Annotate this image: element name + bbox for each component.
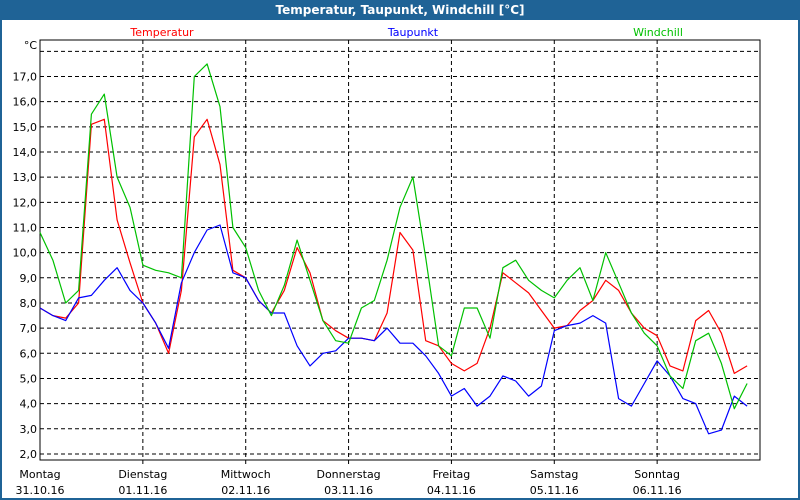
y-tick-label: 11,0 xyxy=(13,221,38,234)
y-tick-label: 5,0 xyxy=(20,372,38,385)
y-tick-label: 10,0 xyxy=(13,247,38,260)
y-tick-label: 12,0 xyxy=(13,196,38,209)
y-axis-unit: °C xyxy=(24,39,38,52)
x-date-label: 05.11.16 xyxy=(530,484,579,497)
chart-panel xyxy=(2,20,798,498)
x-day-label: Dienstag xyxy=(118,468,167,481)
x-date-label: 01.11.16 xyxy=(118,484,167,497)
y-tick-label: 13,0 xyxy=(13,171,38,184)
y-tick-label: 14,0 xyxy=(13,146,38,159)
x-date-label: 04.11.16 xyxy=(427,484,476,497)
y-tick-label: 9,0 xyxy=(20,272,38,285)
y-tick-label: 3,0 xyxy=(20,423,38,436)
legend-temperatur: Temperatur xyxy=(129,26,194,39)
y-tick-label: 6,0 xyxy=(20,347,38,360)
window-title: Temperatur, Taupunkt, Windchill [°C] xyxy=(275,3,525,17)
x-date-label: 31.10.16 xyxy=(16,484,65,497)
y-tick-label: 16,0 xyxy=(13,96,38,109)
series-line-windchill xyxy=(39,63,748,410)
x-day-label: Donnerstag xyxy=(316,468,380,481)
x-date-label: 06.11.16 xyxy=(633,484,682,497)
x-date-label: 03.11.16 xyxy=(324,484,373,497)
y-tick-label: 17,0 xyxy=(13,70,38,83)
x-day-label: Mittwoch xyxy=(221,468,271,481)
x-day-label: Freitag xyxy=(433,468,471,481)
y-tick-label: 8,0 xyxy=(20,297,38,310)
plot-frame xyxy=(39,39,761,461)
y-tick-label: 7,0 xyxy=(20,322,38,335)
y-tick-label: 4,0 xyxy=(20,398,38,411)
y-tick-label: 15,0 xyxy=(13,121,38,134)
x-day-label: Sonntag xyxy=(634,468,680,481)
x-date-label: 02.11.16 xyxy=(221,484,270,497)
x-day-label: Montag xyxy=(19,468,60,481)
x-day-label: Samstag xyxy=(530,468,578,481)
legend-windchill: Windchill xyxy=(633,26,683,39)
legend-taupunkt: Taupunkt xyxy=(387,26,439,39)
series-line-taupunkt xyxy=(39,224,748,435)
y-tick-label: 2,0 xyxy=(20,448,38,461)
